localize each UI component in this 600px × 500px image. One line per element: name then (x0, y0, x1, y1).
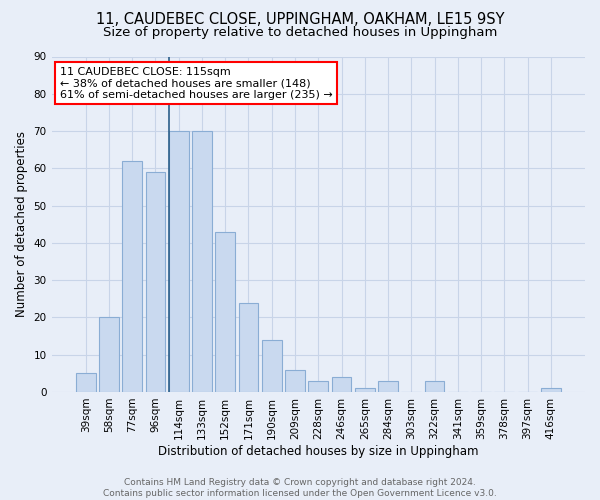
Bar (99, 318, 119, 392)
Bar (425, 381, 445, 392)
Bar (76, 374, 95, 392)
Bar (239, 302, 259, 392)
Bar (308, 381, 328, 392)
X-axis label: Distribution of detached houses by size in Uppingham: Distribution of detached houses by size … (158, 444, 479, 458)
Text: 11, CAUDEBEC CLOSE, UPPINGHAM, OAKHAM, LE15 9SY: 11, CAUDEBEC CLOSE, UPPINGHAM, OAKHAM, L… (96, 12, 504, 28)
Bar (262, 340, 281, 392)
Bar (332, 377, 352, 392)
Bar (378, 381, 398, 392)
Text: Size of property relative to detached houses in Uppingham: Size of property relative to detached ho… (103, 26, 497, 39)
Bar (146, 172, 166, 392)
Bar (169, 131, 188, 392)
Bar (192, 131, 212, 392)
Bar (215, 232, 235, 392)
Y-axis label: Number of detached properties: Number of detached properties (15, 131, 28, 317)
Bar (285, 370, 305, 392)
Bar (541, 388, 561, 392)
Bar (122, 161, 142, 392)
Text: 11 CAUDEBEC CLOSE: 115sqm
← 38% of detached houses are smaller (148)
61% of semi: 11 CAUDEBEC CLOSE: 115sqm ← 38% of detac… (59, 66, 332, 100)
Text: Contains HM Land Registry data © Crown copyright and database right 2024.
Contai: Contains HM Land Registry data © Crown c… (103, 478, 497, 498)
Bar (355, 388, 374, 392)
